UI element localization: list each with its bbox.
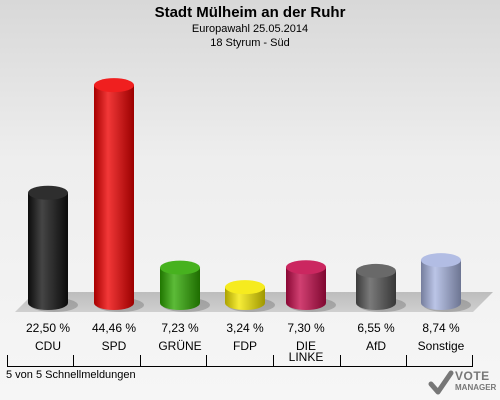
bar-top bbox=[94, 78, 134, 93]
logo-text-vote: VOTE bbox=[455, 369, 490, 383]
value-label: 7,23 % bbox=[161, 321, 199, 335]
value-label: 44,46 % bbox=[92, 321, 136, 335]
logo-text-manager: MANAGER bbox=[455, 383, 497, 392]
bar-top bbox=[356, 263, 396, 278]
bar-top bbox=[225, 280, 265, 295]
vote-manager-logo: VOTE MANAGER bbox=[428, 366, 498, 400]
bar-body bbox=[28, 192, 68, 310]
bar-top bbox=[286, 260, 326, 275]
axis-divider bbox=[140, 355, 141, 366]
chart-subtitle-election: Europawahl 25.05.2014 bbox=[191, 23, 309, 35]
category-label: Sonstige bbox=[418, 339, 465, 353]
bar-body bbox=[94, 85, 134, 311]
value-label: 22,50 % bbox=[26, 321, 70, 335]
value-label: 3,24 % bbox=[226, 321, 264, 335]
chart-subtitle-district: 18 Styrum - Süd bbox=[210, 37, 290, 49]
category-label: FDP bbox=[233, 339, 257, 353]
value-label: 6,55 % bbox=[357, 321, 395, 335]
category-label: CDU bbox=[35, 339, 61, 353]
bar-afd bbox=[356, 263, 406, 312]
bar-body bbox=[356, 270, 396, 310]
bar-top bbox=[160, 260, 200, 275]
bar-fdp bbox=[225, 280, 275, 312]
category-label: GRÜNE bbox=[158, 339, 201, 353]
axis-divider bbox=[7, 355, 8, 366]
bar-top bbox=[421, 253, 461, 268]
footnote: 5 von 5 Schnellmeldungen bbox=[6, 369, 136, 381]
category-label: DIE LINKE bbox=[289, 339, 324, 364]
axis-divider bbox=[340, 355, 341, 366]
value-label: 8,74 % bbox=[422, 321, 460, 335]
axis-divider bbox=[206, 355, 207, 366]
bar-body bbox=[421, 260, 461, 310]
bar-die-linke bbox=[286, 260, 336, 312]
bar-spd bbox=[94, 78, 144, 312]
value-label: 7,30 % bbox=[287, 321, 325, 335]
axis-divider bbox=[472, 355, 473, 366]
bar-body bbox=[286, 267, 326, 310]
header: Stadt Mülheim an der Ruhr Europawahl 25.… bbox=[0, 4, 500, 50]
category-label: AfD bbox=[366, 339, 386, 353]
bar-grüne bbox=[160, 260, 210, 312]
check-icon bbox=[428, 370, 454, 395]
bar-top bbox=[28, 185, 68, 200]
chart-title: Stadt Mülheim an der Ruhr bbox=[154, 4, 346, 21]
bar-body bbox=[160, 267, 200, 310]
bar-sonstige bbox=[421, 253, 471, 312]
bar-cdu bbox=[28, 185, 78, 312]
axis-baseline bbox=[7, 366, 473, 367]
axis-divider bbox=[273, 355, 274, 366]
axis-divider bbox=[73, 355, 74, 366]
category-label: SPD bbox=[102, 339, 127, 353]
axis-divider bbox=[406, 355, 407, 366]
